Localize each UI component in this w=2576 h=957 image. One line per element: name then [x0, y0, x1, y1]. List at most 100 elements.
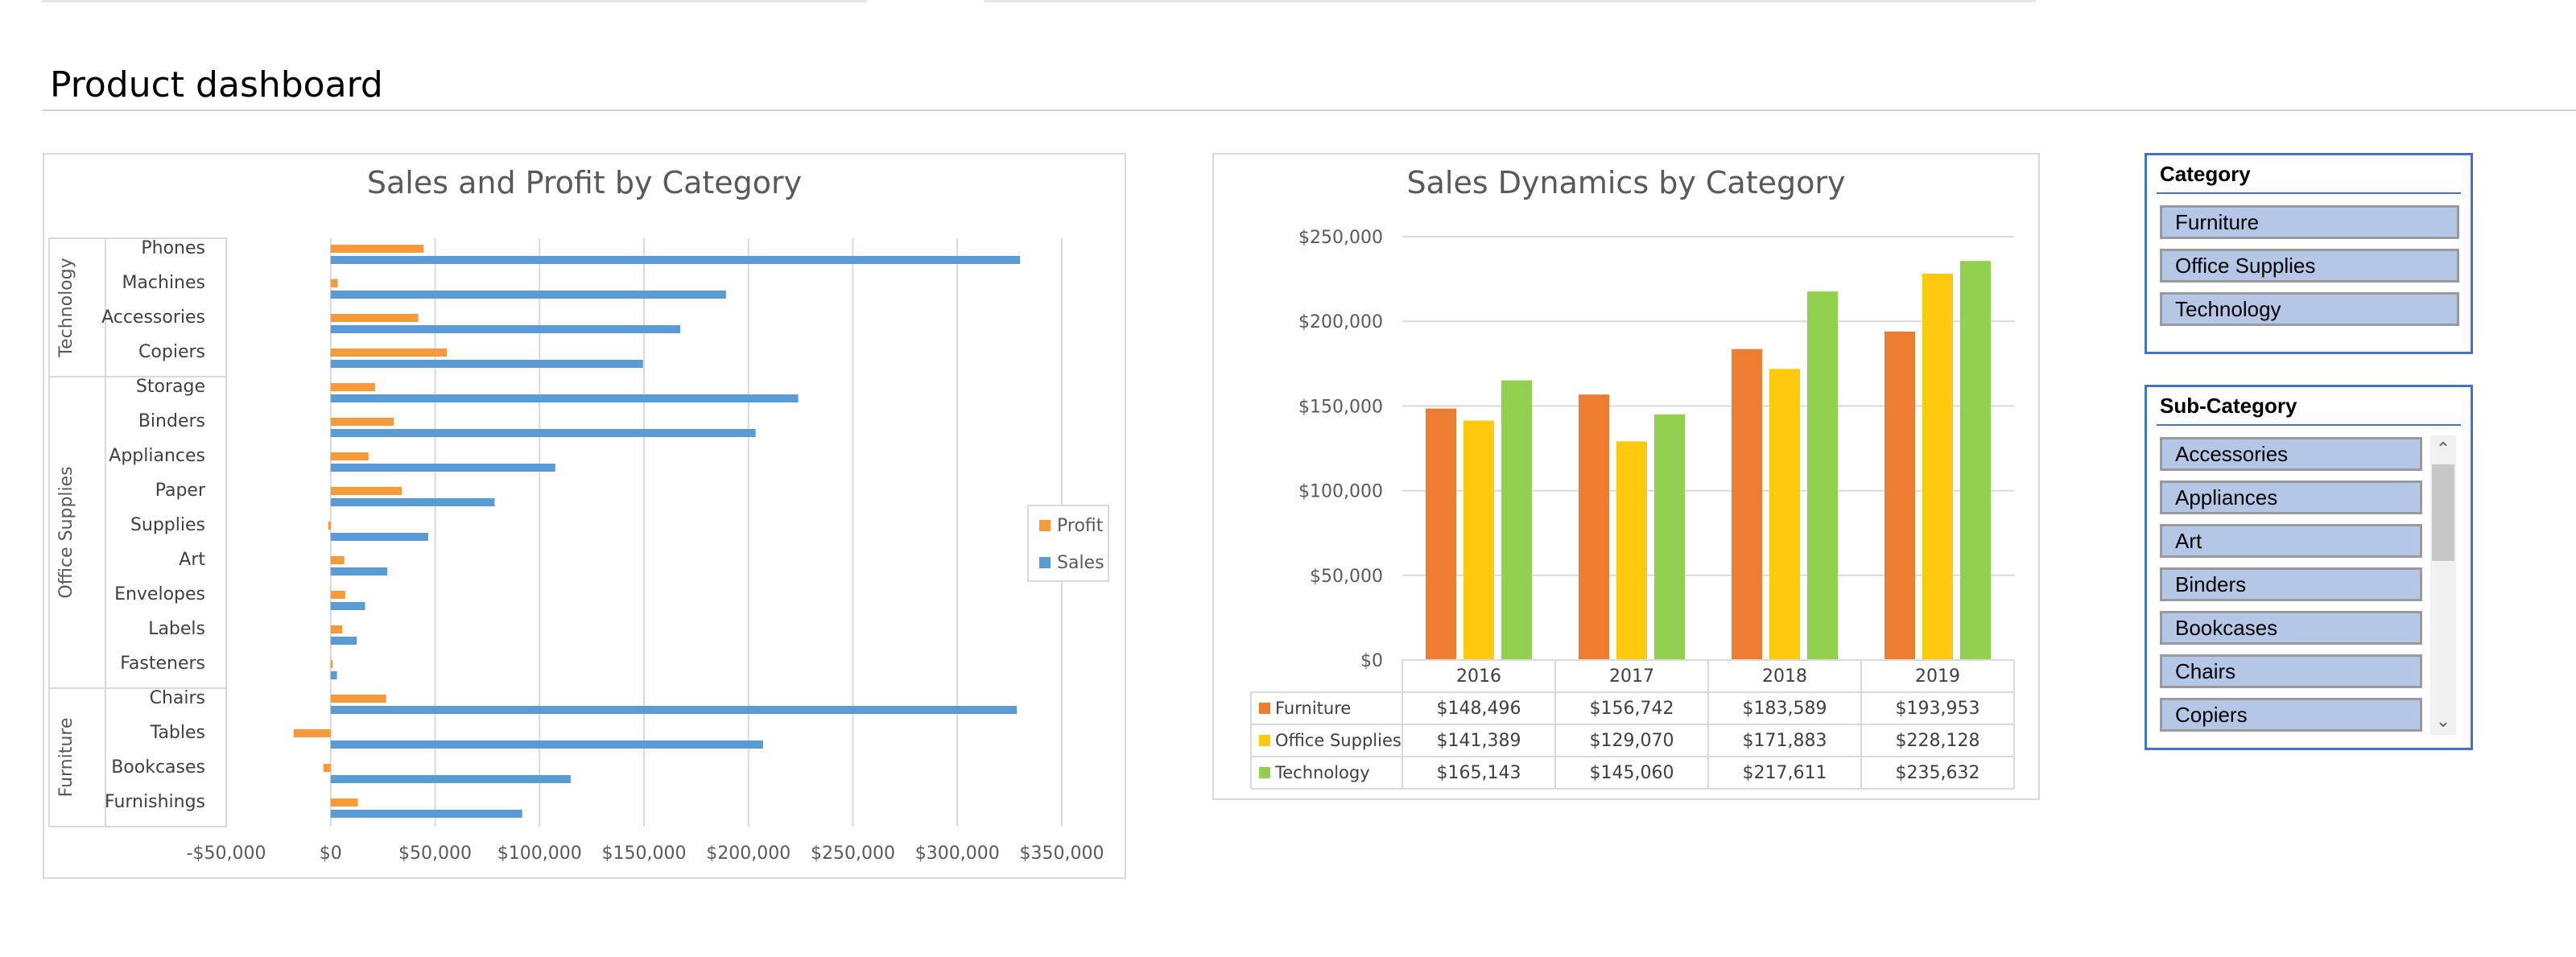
x-tick-label: $200,000 — [706, 844, 791, 864]
category-label-tables: Tables — [150, 723, 205, 743]
legend-swatch-office-supplies — [1259, 735, 1270, 746]
sales-bar-copiers — [330, 360, 643, 368]
x-tick-label: -$50,000 — [187, 844, 266, 864]
legend-swatch-profit — [1039, 520, 1051, 531]
slicer-item-binders[interactable]: Binders — [2160, 567, 2422, 601]
x-tick-label: 2018 — [1762, 666, 1807, 687]
profit-bar-binders — [330, 418, 394, 426]
slicer-item-technology[interactable]: Technology — [2160, 292, 2459, 326]
data-label-technology-2017: $145,060 — [1590, 763, 1674, 783]
data-label-technology-2018: $217,611 — [1743, 763, 1827, 783]
bar-technology-2018 — [1807, 291, 1838, 660]
sales-bar-supplies — [330, 533, 428, 541]
data-label-furniture-2017: $156,742 — [1590, 699, 1674, 719]
profit-bar-fasteners — [330, 660, 333, 668]
y-tick-label: $0 — [1360, 651, 1383, 671]
top-bar-right — [985, 0, 2036, 2]
slicer-item-bookcases[interactable]: Bookcases — [2160, 611, 2422, 645]
profit-bar-bookcases — [323, 764, 331, 772]
sales-bar-storage — [330, 394, 799, 402]
bar-office-supplies-2019 — [1922, 274, 1953, 660]
page-title: Product dashboard — [50, 64, 383, 105]
bar-furniture-2017 — [1579, 394, 1609, 660]
profit-bar-envelopes — [330, 591, 345, 599]
chevron-up-icon[interactable]: ⌃ — [2435, 439, 2451, 459]
data-label-technology-2019: $235,632 — [1896, 763, 1980, 783]
x-tick-label: $350,000 — [1020, 844, 1104, 864]
legend-label-technology: Technology — [1274, 763, 1370, 782]
slicer-item-chairs[interactable]: Chairs — [2160, 654, 2422, 688]
sales-dynamics-chart-svg: Sales Dynamics by Category $0 $50,000 $100,… — [1250, 165, 2015, 790]
category-label-envelopes: Envelopes — [114, 584, 205, 604]
category-label-binders: Binders — [138, 411, 205, 431]
data-label-office-supplies-2018: $171,883 — [1743, 731, 1827, 751]
sales-bar-furnishings — [330, 810, 522, 818]
x-tick-label: $150,000 — [602, 844, 687, 864]
top-bar-left — [42, 0, 867, 2]
bar-technology-2016 — [1501, 380, 1532, 660]
legend-swatch-sales — [1039, 557, 1051, 568]
category-label-machines: Machines — [122, 273, 205, 293]
x-tick-label: $100,000 — [497, 844, 582, 864]
sales-bar-paper — [330, 498, 495, 506]
sales-bar-bookcases — [330, 775, 571, 783]
category-label-furnishings: Furnishings — [105, 792, 205, 812]
data-label-furniture-2019: $193,953 — [1896, 699, 1980, 719]
sales-bar-chairs — [330, 706, 1018, 714]
category-label-copiers: Copiers — [138, 342, 205, 362]
sales-bar-phones — [330, 256, 1021, 264]
sales-profit-chart[interactable]: Sales and Profit by Category -$50,000 $0 $5… — [43, 153, 1126, 879]
slicer-item-copiers[interactable]: Copiers — [2160, 698, 2422, 732]
bar-furniture-2018 — [1732, 349, 1762, 660]
bar-furniture-2016 — [1426, 408, 1456, 660]
data-label-office-supplies-2019: $228,128 — [1896, 731, 1980, 751]
category-slicer: Category Furniture Office Supplies Techn… — [2145, 153, 2473, 354]
legend-swatch-furniture — [1259, 703, 1270, 714]
slicer-item-accessories[interactable]: Accessories — [2160, 437, 2422, 471]
legend-label-sales: Sales — [1057, 553, 1104, 573]
slicer-item-appliances[interactable]: Appliances — [2160, 481, 2422, 514]
category-label-supplies: Supplies — [130, 515, 205, 535]
x-tick-label: $300,000 — [915, 844, 1000, 864]
chart-title: Sales and Profit by Category — [367, 165, 802, 200]
data-label-office-supplies-2017: $129,070 — [1590, 731, 1674, 751]
subcategory-slicer: Sub-Category Accessories Appliances Art … — [2145, 385, 2473, 750]
title-divider — [42, 109, 2576, 111]
slicer-item-art[interactable]: Art — [2160, 524, 2422, 558]
category-label-storage: Storage — [136, 377, 205, 397]
category-label-accessories: Accessories — [101, 307, 205, 328]
bar-office-supplies-2018 — [1769, 369, 1800, 660]
sales-bar-fasteners — [330, 671, 337, 679]
profit-bar-tables — [293, 729, 331, 737]
subcategory-scrollbar-thumb[interactable] — [2432, 464, 2454, 561]
profit-bar-labels — [330, 625, 343, 633]
y-tick-label: $250,000 — [1298, 228, 1383, 248]
bar-technology-2019 — [1960, 261, 1991, 660]
sales-bar-tables — [330, 740, 763, 749]
sales-bar-labels — [330, 637, 357, 645]
y-tick-label: $100,000 — [1298, 482, 1383, 502]
chevron-down-icon[interactable]: ⌄ — [2435, 711, 2451, 731]
x-tick-label: 2016 — [1456, 666, 1501, 687]
subcategory-slicer-divider — [2157, 424, 2461, 426]
profit-bar-supplies — [328, 522, 331, 530]
legend-label-profit: Profit — [1057, 516, 1104, 536]
legend-label-office-supplies: Office Supplies — [1275, 731, 1402, 750]
profit-bar-accessories — [330, 314, 419, 322]
profit-bar-furnishings — [330, 798, 358, 806]
slicer-item-office-supplies[interactable]: Office Supplies — [2160, 249, 2459, 283]
subcategory-slicer-title: Sub-Category — [2160, 394, 2297, 418]
legend-swatch-technology — [1259, 767, 1270, 778]
profit-bar-chairs — [330, 695, 386, 703]
sales-bar-accessories — [330, 325, 681, 333]
sales-dynamics-chart[interactable]: Sales Dynamics by Category $0 $50,000 $100,… — [1212, 153, 2040, 800]
x-tick-label: 2017 — [1609, 666, 1654, 687]
category-label-phones: Phones — [141, 238, 205, 258]
slicer-item-furniture[interactable]: Furniture — [2160, 205, 2459, 239]
sales-bar-art — [330, 567, 388, 575]
group-label-office-supplies: Office Supplies — [56, 466, 76, 598]
bar-office-supplies-2017 — [1616, 441, 1647, 660]
legend-box — [1027, 505, 1109, 582]
sales-bar-machines — [330, 291, 726, 299]
profit-bar-copiers — [330, 349, 448, 357]
